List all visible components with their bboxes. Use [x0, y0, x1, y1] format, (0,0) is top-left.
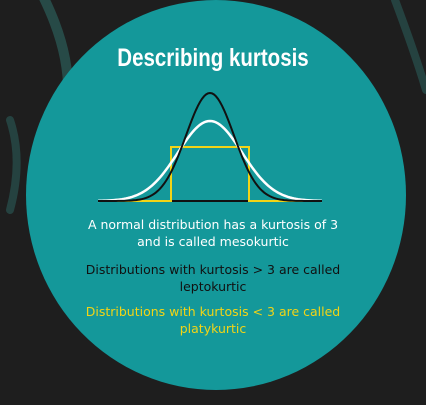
platykurtic-line-1: Distributions with kurtosis < 3 are call… — [85, 304, 341, 319]
mesokurtic-line-2: and is called mesokurtic — [137, 234, 289, 249]
mesokurtic-curve — [97, 119, 323, 203]
leptokurtic-line-2: leptokurtic — [179, 279, 247, 294]
teal-circle-background — [26, 0, 406, 390]
leptokurtic-statement: Distributions with kurtosis > 3 are call… — [0, 261, 426, 295]
slide-title: Describing kurtosis — [117, 44, 309, 72]
leptokurtic-line-1: Distributions with kurtosis > 3 are call… — [85, 262, 341, 277]
platykurtic-curve — [98, 146, 322, 202]
platykurtic-line-2: platykurtic — [179, 321, 247, 336]
platykurtic-statement: Distributions with kurtosis < 3 are call… — [0, 303, 426, 337]
leptokurtic-curve — [98, 91, 322, 202]
mesokurtic-statement: A normal distribution has a kurtosis of … — [0, 216, 426, 250]
mesokurtic-line-1: A normal distribution has a kurtosis of … — [87, 217, 339, 232]
